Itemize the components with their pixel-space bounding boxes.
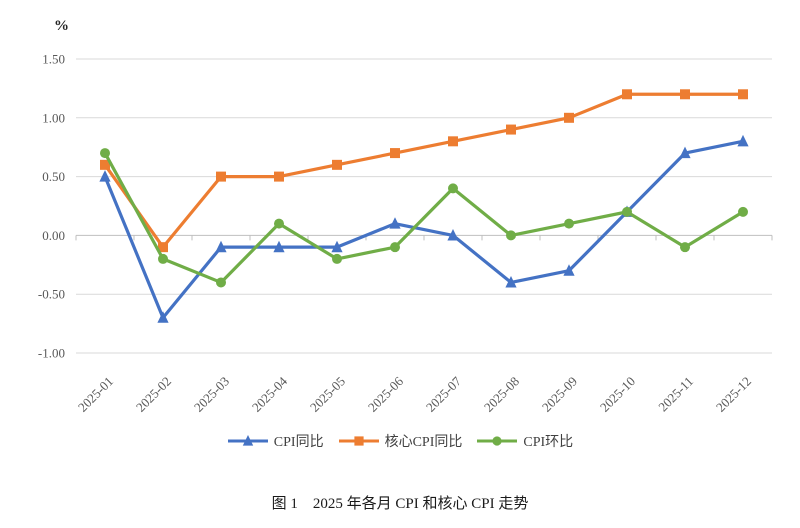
- series-marker-circle: [390, 242, 400, 253]
- x-tick-label: 2025-09: [539, 374, 580, 415]
- y-tick-label: 1.00: [42, 110, 65, 125]
- series-marker-triangle: [215, 240, 227, 253]
- series-marker-triangle: [157, 311, 169, 323]
- series-marker-triangle: [331, 240, 343, 253]
- series-marker-square: [506, 124, 516, 135]
- x-tick-label: 2025-08: [481, 374, 522, 415]
- legend-key-square-icon: [338, 436, 379, 446]
- series-marker-circle: [622, 206, 632, 217]
- series-marker-circle: [738, 206, 748, 217]
- series-marker-square: [390, 148, 400, 159]
- x-tick-label: 2025-07: [423, 373, 465, 415]
- series-marker-circle: [158, 253, 168, 264]
- legend-label-2: CPI环比: [523, 435, 574, 450]
- y-tick-label: 1.50: [42, 52, 65, 67]
- y-tick-label: -1.00: [38, 346, 65, 361]
- series-marker-square: [100, 159, 110, 170]
- series-marker-triangle: [737, 134, 749, 147]
- series-marker-circle: [680, 242, 690, 253]
- series-marker-triangle: [447, 228, 459, 241]
- y-tick-label: 0.00: [42, 228, 65, 243]
- series-marker-square: [738, 89, 748, 100]
- series-marker-square: [564, 112, 574, 123]
- series-marker-circle: [332, 253, 342, 264]
- series-marker-circle: [100, 148, 110, 159]
- series-marker-triangle: [99, 170, 111, 182]
- x-tick-label: 2025-05: [307, 374, 348, 415]
- series-marker-circle: [448, 183, 458, 194]
- series-2-group: [100, 148, 748, 288]
- x-tick-label: 2025-12: [713, 374, 754, 415]
- series-marker-circle: [216, 277, 226, 288]
- x-tick-label: 2025-01: [75, 374, 116, 415]
- series-marker-circle: [564, 218, 574, 229]
- series-marker-square: [448, 136, 458, 147]
- legend-item-1: 核心CPI同比: [338, 431, 463, 451]
- x-tick-label: 2025-04: [249, 373, 291, 415]
- series-marker-square: [216, 171, 226, 182]
- legend-label-0: CPI同比: [273, 435, 324, 450]
- legend-key-circle-icon: [477, 436, 518, 446]
- series-marker-circle: [492, 436, 502, 446]
- series-marker-triangle: [242, 435, 253, 446]
- series-marker-square: [622, 89, 632, 100]
- x-tick-label: 2025-06: [365, 373, 407, 415]
- legend-key-triangle-icon: [227, 435, 268, 446]
- series-marker-triangle: [679, 146, 691, 159]
- series-marker-circle: [506, 230, 516, 241]
- x-tick-label: 2025-11: [655, 374, 696, 415]
- series-marker-triangle: [273, 240, 285, 253]
- series-marker-square: [158, 242, 168, 253]
- series-line-2: [103, 151, 745, 285]
- series-marker-circle: [274, 218, 284, 229]
- series-marker-triangle: [505, 276, 517, 288]
- legend-item-0: CPI同比: [227, 431, 324, 451]
- series-line-1: [103, 92, 745, 249]
- plot-area: 1.50 1.00 0.50 0.00 -0.50 -1.00 2025-01 2025-02…: [38, 52, 773, 415]
- series-marker-triangle: [389, 217, 401, 229]
- y-tick-label: -0.50: [38, 287, 65, 302]
- series-marker-square: [680, 89, 690, 100]
- chart-legend: CPI同比 核心CPI同比 CPI环比: [0, 429, 800, 453]
- series-marker-square: [274, 171, 284, 182]
- legend-label-1: 核心CPI同比: [384, 435, 463, 450]
- series-line-0: [103, 139, 745, 320]
- x-tick-label: 2025-03: [191, 374, 232, 415]
- series-marker-square: [332, 159, 342, 170]
- y-tick-label: 0.50: [42, 169, 65, 184]
- series-marker-triangle: [563, 264, 575, 276]
- x-tick-label: 2025-10: [597, 374, 638, 415]
- series-0-group: [99, 134, 749, 323]
- y-axis-unit-label: %: [54, 18, 69, 34]
- series-marker-square: [353, 436, 364, 446]
- legend-item-2: CPI环比: [476, 431, 573, 451]
- figure-caption: 图 1 2025 年各月 CPI 和核心 CPI 走势: [271, 496, 529, 512]
- x-tick-label: 2025-02: [133, 374, 174, 415]
- series-1-group: [100, 89, 748, 253]
